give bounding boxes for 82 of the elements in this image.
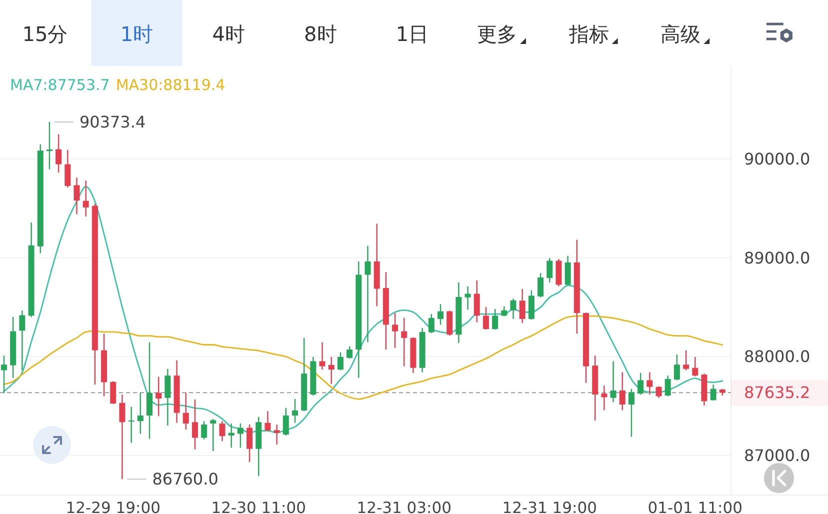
candlestick [464,286,471,310]
candlestick [474,280,480,323]
candlestick [319,342,326,370]
candlestick [538,272,544,298]
candlestick [74,177,80,215]
candlestick [683,350,690,371]
candlestick [192,398,198,450]
candlestick [638,372,644,396]
y-tick-label: 89000.0 [744,248,810,268]
candlestick [401,317,408,367]
candlestick [82,180,89,218]
candlestick [119,394,126,480]
candlestick [428,313,434,334]
candlestick [164,368,171,426]
x-tick-label: 12-31 19:00 [502,499,597,514]
candlestick [146,342,152,440]
candlestick [710,384,716,402]
candlestick [282,407,289,436]
x-tick-label: 12-29 19:00 [66,499,160,514]
candlestick [210,418,216,452]
candlestick [364,245,371,343]
candlestick [692,356,698,377]
candlestick [392,312,398,349]
candlestick [492,308,498,330]
candlestick [56,134,62,174]
candlestick [182,392,189,430]
candlestick [337,352,344,371]
candlestick [546,257,553,283]
candlestick [601,384,608,411]
candlestick [628,388,634,438]
y-tick-label: 88000.0 [744,347,810,366]
candlestick [64,149,71,188]
candlestick [664,374,671,397]
text: 1日 [396,22,429,46]
candlestick [219,420,226,442]
candlestick [656,386,662,398]
x-tick-label: 01-01 11:00 [648,499,742,514]
text: 更多 [477,22,517,46]
candlestick [237,422,244,448]
candlestick [510,298,516,320]
candlestick [128,406,134,444]
candlestick [228,422,234,448]
text: 1时 [120,22,154,46]
candlestick [528,290,534,320]
text: 4时 [212,22,245,46]
candlestick [482,306,489,330]
candlestick [110,380,116,404]
candlestick [156,376,162,417]
candlestick [646,372,653,396]
text: MA30:88119.4 [116,76,226,94]
text: 87635.2 [744,383,810,402]
annotation: 90373.4 [79,112,146,132]
text: 高级 [660,22,701,46]
candlestick [437,303,444,326]
y-tick-label: 87000.0 [744,446,810,465]
candlestick [501,306,508,317]
candlestick [19,310,26,371]
text: MA7:87753.7 [10,76,110,94]
candlestick [292,398,298,424]
candlestick [246,424,253,463]
candlestick [446,310,453,336]
candlestick [346,346,353,360]
candlestick [619,372,626,411]
candlestick [46,121,52,170]
candlestick [519,288,526,324]
x-tick-label: 12-31 03:00 [356,499,452,514]
text: 指标 [568,22,609,46]
y-tick-label: 90000.0 [744,149,810,168]
text: 15分 [22,22,68,46]
candlestick [674,354,680,381]
x-tick-label: 12-30 11:00 [211,499,306,514]
annotation: 86760.0 [152,470,218,489]
candlestick [137,392,144,434]
text: 8时 [304,22,337,46]
candlestick [0,355,7,394]
candlestick [274,424,280,446]
candlestick [564,255,571,286]
candlestick [328,356,334,384]
line-series [3,315,724,400]
candlestick [610,360,616,403]
candlestick [201,420,208,440]
candlestick [264,410,271,432]
